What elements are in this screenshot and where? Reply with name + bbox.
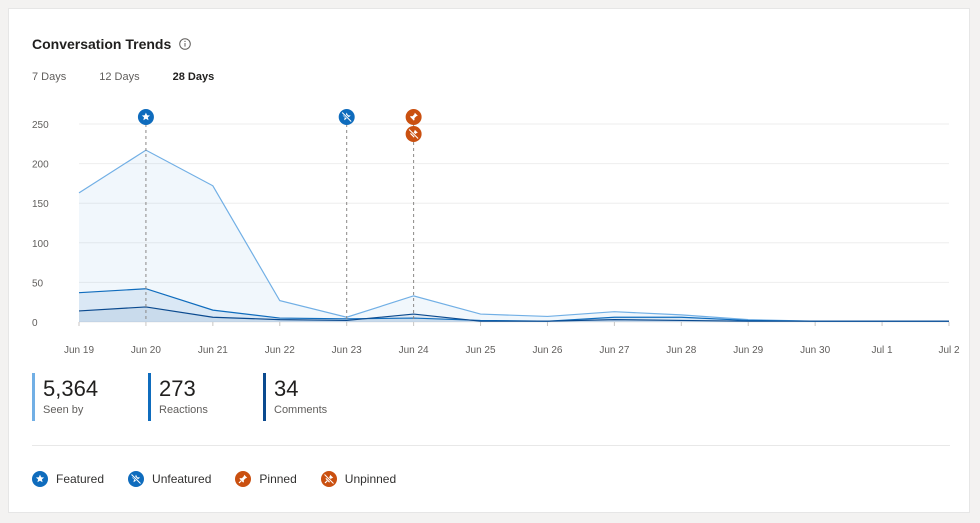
time-range-tabs: 7 Days 12 Days 28 Days: [32, 71, 247, 83]
y-tick-label: 150: [32, 199, 49, 210]
star-icon: [32, 471, 48, 487]
stat-reactions-value: 273: [159, 376, 196, 401]
star-icon: [141, 112, 151, 121]
y-tick-label: 100: [32, 239, 49, 250]
x-tick-label: Jun 28: [666, 345, 696, 356]
info-icon[interactable]: [179, 38, 192, 50]
legend-unfeatured-label: Unfeatured: [152, 472, 212, 486]
x-tick-label: Jun 19: [64, 345, 94, 356]
stat-comments-bar: [263, 373, 266, 421]
x-tick-label: Jun 20: [131, 345, 161, 356]
stat-comments-value: 34: [274, 376, 299, 401]
x-tick-label: Jun 23: [332, 345, 362, 356]
x-tick-label: Jun 21: [198, 345, 228, 356]
page-title: Conversation Trends: [32, 36, 172, 52]
legend-pinned: Pinned: [235, 471, 297, 487]
stat-seen-by-label: Seen by: [43, 404, 84, 416]
legend: Featured Unfeatured Pinned: [32, 471, 420, 487]
stats-row: 5,364 Seen by 273 Reactions 34 Comments: [32, 373, 364, 421]
stat-seen-by: 5,364 Seen by: [32, 373, 148, 421]
stat-reactions-bar: [148, 373, 151, 421]
stat-reactions-label: Reactions: [159, 404, 208, 416]
conversation-trends-card: Conversation Trends 7 Days 12 Days 28 Da…: [8, 8, 970, 513]
strike-line: [408, 129, 419, 139]
tab-28-days[interactable]: 28 Days: [172, 71, 215, 83]
legend-featured-label: Featured: [56, 472, 105, 486]
legend-unfeatured: Unfeatured: [128, 471, 211, 487]
stat-seen-by-bar: [32, 373, 35, 421]
stat-comments-label: Comments: [274, 404, 328, 416]
y-tick-label: 50: [32, 278, 44, 289]
stat-reactions: 273 Reactions: [148, 373, 263, 421]
x-tick-label: Jul 1: [872, 345, 894, 356]
title-row: Conversation Trends: [32, 36, 192, 52]
unstar-icon: [128, 471, 145, 487]
tab-12-days[interactable]: 12 Days: [99, 71, 140, 83]
x-tick-label: Jun 30: [800, 345, 830, 356]
divider: [32, 445, 950, 446]
x-tick-label: Jun 22: [265, 345, 295, 356]
stat-seen-by-value: 5,364: [43, 376, 99, 401]
legend-unpinned: Unpinned: [320, 471, 397, 487]
pin-icon: [235, 471, 252, 487]
y-tick-label: 0: [32, 318, 38, 329]
y-tick-label: 200: [32, 160, 49, 171]
x-tick-label: Jun 26: [532, 345, 562, 356]
x-tick-label: Jun 27: [599, 345, 629, 356]
x-tick-label: Jun 25: [466, 345, 496, 356]
series-area-2: [79, 306, 949, 322]
x-tick-label: Jun 29: [733, 345, 763, 356]
pin-icon: [410, 112, 418, 121]
legend-pinned-label: Pinned: [259, 472, 297, 486]
series-area-1: [79, 288, 949, 322]
y-tick-label: 250: [32, 120, 49, 131]
x-tick-label: Jun 24: [399, 345, 429, 356]
trend-chart: 0 50 100 150 200 250 Jun 19 Jun 20 Jun 21 Jun 22 J…: [32, 109, 960, 356]
strike-line: [341, 112, 352, 122]
series-line-2: [78, 306, 949, 322]
x-tick-label: Jul 2: [938, 345, 960, 356]
legend-unpinned-label: Unpinned: [344, 472, 397, 486]
legend-featured: Featured: [32, 471, 104, 487]
unpin-icon: [320, 471, 337, 487]
tab-7-days[interactable]: 7 Days: [32, 71, 67, 83]
stat-comments: 34 Comments: [263, 373, 364, 421]
series-area-0: [79, 150, 949, 322]
